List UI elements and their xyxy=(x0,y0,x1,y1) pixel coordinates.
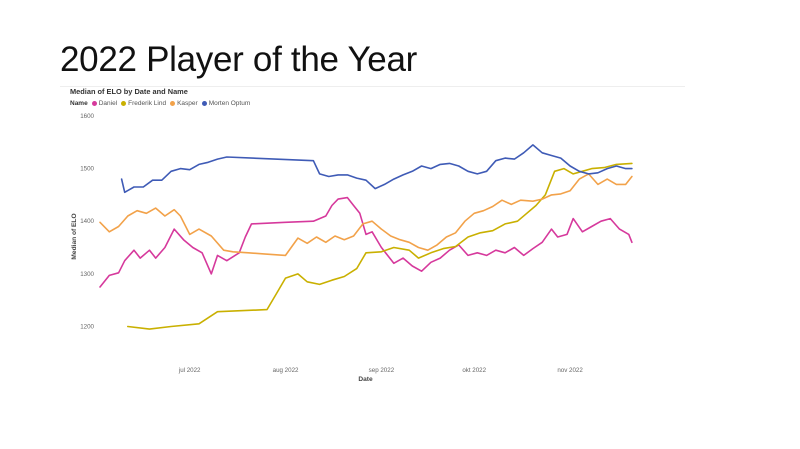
chart-title: Median of ELO by Date and Name xyxy=(70,87,188,96)
series-line-frederik-lind[interactable] xyxy=(127,162,633,330)
y-tick-label: 1300 xyxy=(80,271,94,278)
x-tick-label: sep 2022 xyxy=(369,367,395,374)
legend-item-frederik-lind[interactable]: Frederik Lind xyxy=(121,100,166,107)
legend-label-kasper: Kasper xyxy=(177,100,198,107)
slide-title: 2022 Player of the Year xyxy=(60,40,417,79)
y-axis-title: Median of ELO xyxy=(71,213,78,259)
y-tick-label: 1400 xyxy=(80,218,94,225)
legend-item-morten-optum[interactable]: Morten Optum xyxy=(201,100,251,107)
legend-dot-kasper xyxy=(170,101,176,106)
chart-legend: Name Daniel Frederik Lind Kasper Morten … xyxy=(70,100,254,107)
x-tick-label: nov 2022 xyxy=(557,367,583,374)
legend-item-kasper[interactable]: Kasper xyxy=(170,100,198,107)
x-axis: jul 2022 aug 2022 sep 2022 okt 2022 nov 2022 xyxy=(178,367,584,374)
y-tick-label: 1500 xyxy=(80,166,94,173)
legend-label-frederik-lind: Frederik Lind xyxy=(128,100,167,107)
x-tick-label: jul 2022 xyxy=(178,367,201,374)
y-tick-label: 1600 xyxy=(80,113,94,120)
series-line-daniel[interactable] xyxy=(99,196,633,288)
y-axis: 1200 1300 1400 1500 1600 xyxy=(80,113,94,330)
legend-dot-daniel xyxy=(91,101,97,106)
legend-item-daniel[interactable]: Daniel xyxy=(91,100,118,107)
series-lines[interactable] xyxy=(99,144,633,330)
legend-label-daniel: Daniel xyxy=(98,100,118,107)
legend-dot-morten-optum xyxy=(201,101,207,106)
x-axis-title: Date xyxy=(358,376,373,383)
legend-title: Name xyxy=(70,100,88,107)
visual-header-divider xyxy=(60,86,685,87)
legend-label-morten-optum: Morten Optum xyxy=(208,100,251,107)
series-line-kasper[interactable] xyxy=(99,173,633,257)
series-line-morten-optum[interactable] xyxy=(120,144,633,194)
x-tick-label: okt 2022 xyxy=(462,367,486,374)
x-tick-label: aug 2022 xyxy=(273,367,299,374)
y-tick-label: 1200 xyxy=(80,323,94,330)
legend-dot-frederik-lind xyxy=(121,101,127,106)
